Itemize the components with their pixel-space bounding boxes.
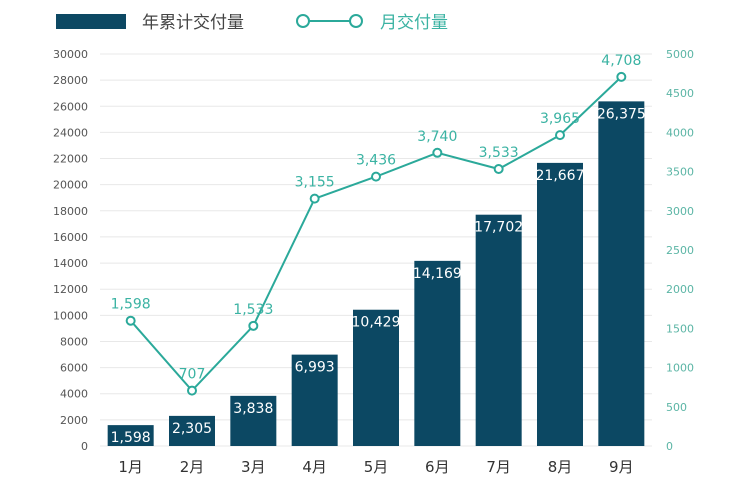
bar bbox=[353, 309, 399, 446]
line-data-label: 1,598 bbox=[111, 297, 151, 313]
y-left-tick-label: 26000 bbox=[53, 100, 88, 113]
y-right-tick-label: 1000 bbox=[666, 362, 694, 375]
x-tick-label: 8月 bbox=[548, 458, 573, 476]
line-data-label: 3,965 bbox=[540, 111, 580, 127]
bar bbox=[169, 415, 215, 446]
y-left-tick-label: 22000 bbox=[53, 153, 88, 166]
line-point bbox=[125, 315, 136, 326]
line-data-label: 3,155 bbox=[295, 175, 335, 191]
y-right-tick-label: 2500 bbox=[666, 244, 694, 257]
y-left-tick-label: 0 bbox=[81, 440, 88, 453]
y-right-tick-label: 4500 bbox=[666, 87, 694, 100]
x-tick-label: 4月 bbox=[302, 458, 327, 476]
y-right-tick-label: 1500 bbox=[666, 322, 694, 335]
x-tick-label: 5月 bbox=[364, 458, 389, 476]
y-right-tick-label: 3500 bbox=[666, 166, 694, 179]
line-data-label: 3,533 bbox=[479, 145, 519, 161]
x-tick-label: 6月 bbox=[425, 458, 450, 476]
bar bbox=[107, 425, 154, 446]
line-point bbox=[555, 130, 565, 141]
y-right-tick-label: 0 bbox=[666, 440, 673, 453]
y-right-tick-label: 3000 bbox=[666, 205, 694, 218]
y-left-tick-label: 4000 bbox=[60, 388, 88, 401]
y-left-tick-label: 2000 bbox=[60, 414, 88, 427]
line-data-label: 707 bbox=[179, 367, 206, 383]
y-left-tick-label: 14000 bbox=[53, 257, 88, 270]
y-left-tick-label: 16000 bbox=[53, 231, 88, 244]
bar-data-label: 10,429 bbox=[352, 315, 401, 331]
y-right-tick-label: 500 bbox=[666, 401, 687, 414]
legend-line-label: 月交付量 bbox=[380, 13, 448, 33]
y-right-tick-label: 4000 bbox=[666, 126, 694, 139]
bar bbox=[414, 260, 461, 446]
y-left-tick-label: 18000 bbox=[53, 205, 88, 218]
x-tick-label: 2月 bbox=[180, 458, 205, 476]
line-point bbox=[616, 71, 627, 82]
line-point bbox=[371, 171, 381, 182]
y-right-tick-label: 2000 bbox=[666, 283, 694, 296]
bar-data-label: 2,305 bbox=[172, 421, 212, 437]
bars: 1,598 2,305 3,838 6,993 10,429 14,169 17,702 21… bbox=[107, 101, 646, 447]
bar bbox=[230, 395, 277, 446]
legend-line-marker bbox=[349, 14, 363, 28]
bar-data-label: 1,598 bbox=[111, 430, 151, 446]
x-tick-label: 7月 bbox=[486, 458, 511, 476]
y-left-tick-label: 10000 bbox=[53, 309, 88, 322]
line-point bbox=[248, 320, 259, 331]
axes: 0200040006000800010000120001400016000180… bbox=[53, 48, 694, 476]
line-data-label: 1,533 bbox=[233, 302, 273, 318]
bar-data-label: 17,702 bbox=[474, 220, 523, 236]
line-data-label: 3,436 bbox=[356, 153, 396, 169]
line-series: 1,598 707 1,533 3,155 3,436 3,740 3,533 3,965 4,… bbox=[111, 53, 641, 396]
legend: 年累计交付量 月交付量 bbox=[56, 13, 448, 33]
x-tick-label: 3月 bbox=[241, 458, 266, 476]
legend-bar-swatch bbox=[56, 14, 126, 29]
bar bbox=[475, 214, 522, 446]
bar-data-label: 3,838 bbox=[233, 401, 273, 417]
bar bbox=[291, 354, 338, 446]
bar-data-label: 14,169 bbox=[413, 266, 462, 282]
bar-data-label: 6,993 bbox=[295, 360, 335, 376]
line-data-label: 3,740 bbox=[417, 129, 457, 145]
bar bbox=[598, 101, 645, 446]
y-left-tick-label: 8000 bbox=[60, 335, 88, 348]
line-point bbox=[309, 193, 320, 204]
y-left-tick-label: 6000 bbox=[60, 362, 88, 375]
y-left-tick-label: 24000 bbox=[53, 126, 88, 139]
legend-bar-label: 年累计交付量 bbox=[142, 13, 244, 33]
bar bbox=[537, 162, 583, 447]
legend-line-marker bbox=[296, 14, 310, 28]
bar-data-label: 21,667 bbox=[536, 168, 585, 184]
x-tick-label: 9月 bbox=[609, 458, 634, 476]
x-tick-label: 1月 bbox=[118, 458, 143, 476]
bar-data-label: 26,375 bbox=[597, 106, 646, 122]
line-data-label: 4,708 bbox=[601, 53, 641, 69]
y-left-tick-label: 28000 bbox=[53, 74, 88, 87]
y-left-tick-label: 20000 bbox=[53, 179, 88, 192]
y-left-tick-label: 12000 bbox=[53, 283, 88, 296]
line-point bbox=[187, 385, 197, 396]
y-left-tick-label: 30000 bbox=[53, 48, 88, 61]
line-point bbox=[493, 164, 504, 175]
y-right-tick-label: 5000 bbox=[666, 48, 694, 61]
line-point bbox=[432, 147, 443, 158]
